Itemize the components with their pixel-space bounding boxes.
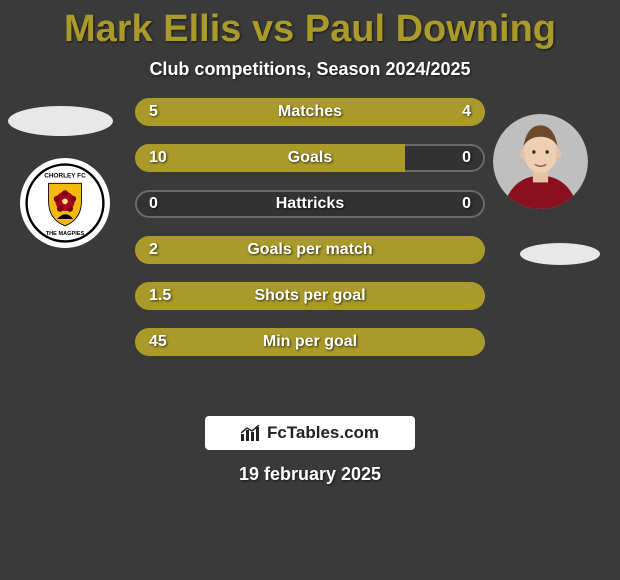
- stat-row: Shots per goal1.5: [135, 282, 485, 310]
- page-title: Mark Ellis vs Paul Downing: [0, 8, 620, 51]
- stat-row: Goals10 0: [135, 144, 485, 172]
- stat-value-right: 0: [462, 144, 471, 172]
- footer-date: 19 february 2025: [0, 464, 620, 485]
- stat-value-right: 4: [462, 98, 471, 126]
- stat-value-left: 5: [149, 98, 158, 126]
- stat-row: Matches5 4: [135, 98, 485, 126]
- comparison-body: CHORLEY FC THE MAGPIES: [0, 98, 620, 398]
- page-subtitle: Club competitions, Season 2024/2025: [0, 59, 620, 80]
- footer-badge[interactable]: FcTables.com: [205, 416, 415, 450]
- stat-label: Min per goal: [135, 328, 485, 356]
- stat-row: Hattricks0 0: [135, 190, 485, 218]
- stat-value-right: 0: [462, 190, 471, 218]
- player-left-oval: [8, 106, 113, 136]
- stat-label: Goals per match: [135, 236, 485, 264]
- bar-chart-icon: [241, 425, 261, 441]
- stat-row: Min per goal45: [135, 328, 485, 356]
- shield-icon: CHORLEY FC THE MAGPIES: [25, 163, 105, 243]
- stat-row: Goals per match2: [135, 236, 485, 264]
- club-crest-left: CHORLEY FC THE MAGPIES: [20, 158, 110, 248]
- stat-value-left: 2: [149, 236, 158, 264]
- footer-label: FcTables.com: [267, 423, 379, 443]
- stat-value-left: 1.5: [149, 282, 171, 310]
- stat-value-left: 45: [149, 328, 167, 356]
- stats-bars: Matches54Goals100Hattricks00Goals per ma…: [135, 98, 485, 374]
- stat-label: Goals: [135, 144, 485, 172]
- stat-label: Hattricks: [135, 190, 485, 218]
- player-right-oval: [520, 243, 600, 265]
- player-right-photo: [493, 114, 588, 209]
- stat-label: Shots per goal: [135, 282, 485, 310]
- stat-value-left: 0: [149, 190, 158, 218]
- stat-label: Matches: [135, 98, 485, 126]
- crest-bottom-text: THE MAGPIES: [46, 231, 85, 237]
- crest-top-text: CHORLEY FC: [44, 172, 86, 179]
- stat-value-left: 10: [149, 144, 167, 172]
